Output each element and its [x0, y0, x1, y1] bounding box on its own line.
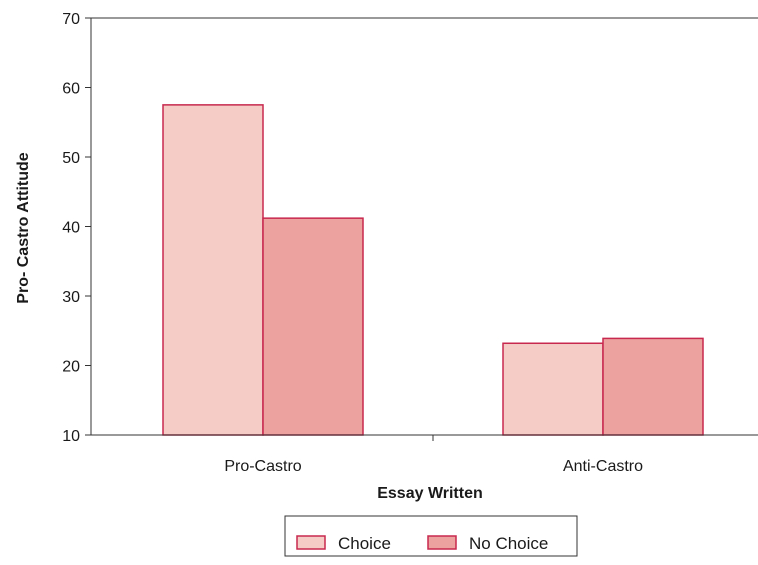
bar-anti-castro-choice [502, 342, 604, 436]
y-tick-label: 60 [62, 81, 80, 98]
bar-anti-castro-no-choice [602, 337, 704, 436]
y-tick-label: 50 [62, 150, 80, 167]
y-tick-label: 20 [62, 359, 80, 376]
legend: Choice No Choice [284, 515, 578, 557]
y-tick-label: 40 [62, 220, 80, 237]
x-tick-label: Pro-Castro [224, 458, 301, 475]
bar-pro-castro-choice [162, 104, 264, 436]
x-tick-label: Anti-Castro [563, 458, 643, 475]
y-axis-title: Pro- Castro Attitude [15, 152, 32, 304]
y-axis-ticks: 10 20 30 40 50 60 70 [62, 11, 91, 445]
bar-pro-castro-no-choice [262, 217, 364, 436]
legend-swatch-no-choice [427, 535, 457, 550]
x-axis-title: Essay Written [377, 485, 483, 502]
y-tick-label: 70 [62, 11, 80, 28]
y-tick-label: 10 [62, 428, 80, 445]
legend-label-choice: Choice [338, 534, 391, 553]
bars [162, 104, 704, 436]
y-tick-label: 30 [62, 289, 80, 306]
legend-label-no-choice: No Choice [469, 534, 548, 553]
legend-swatch-choice [296, 535, 326, 550]
x-axis-ticks: Pro-Castro Anti-Castro [224, 435, 643, 475]
